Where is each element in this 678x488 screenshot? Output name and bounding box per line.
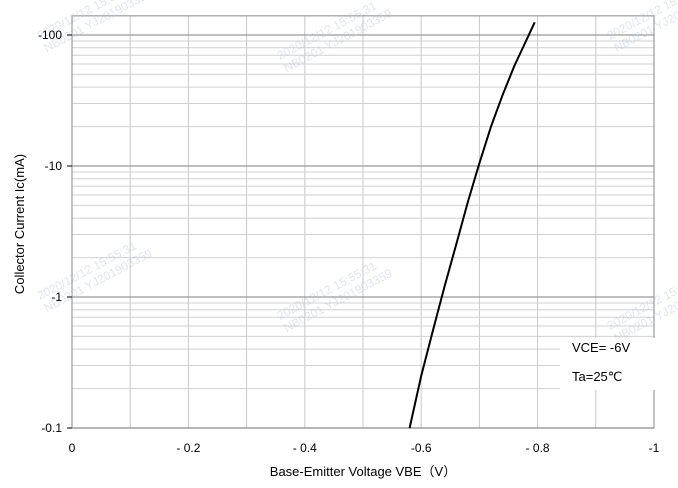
x-tick-label: - 0.2 bbox=[176, 441, 200, 455]
y-tick-label: -0.1 bbox=[41, 421, 62, 435]
y-tick-labels: -0.1 -1 -10 -100 bbox=[38, 28, 72, 435]
annotation-box bbox=[560, 338, 656, 390]
x-tick-label: - 0.8 bbox=[526, 441, 550, 455]
x-axis-label: Base-Emitter Voltage VBE（V） bbox=[270, 464, 456, 479]
y-tick-label: -100 bbox=[38, 28, 62, 42]
annotation-vce: VCE= -6V bbox=[572, 340, 630, 355]
x-tick-label: -0.6 bbox=[411, 441, 432, 455]
y-axis-label: Collector Current Ic(mA) bbox=[12, 154, 27, 294]
x-tick-label: -1 bbox=[649, 441, 660, 455]
grid bbox=[72, 15, 654, 429]
x-tick-labels: 0 - 0.2 - 0.4 -0.6 - 0.8 -1 bbox=[69, 441, 660, 455]
x-tick-label: 0 bbox=[69, 441, 76, 455]
x-tick-label: - 0.4 bbox=[293, 441, 317, 455]
plot-frame bbox=[71, 15, 655, 429]
series-curve bbox=[408, 21, 536, 429]
y-tick-label: -10 bbox=[45, 159, 63, 173]
y-tick-label: -1 bbox=[51, 290, 62, 304]
annotation-ta: Ta=25℃ bbox=[572, 369, 622, 384]
